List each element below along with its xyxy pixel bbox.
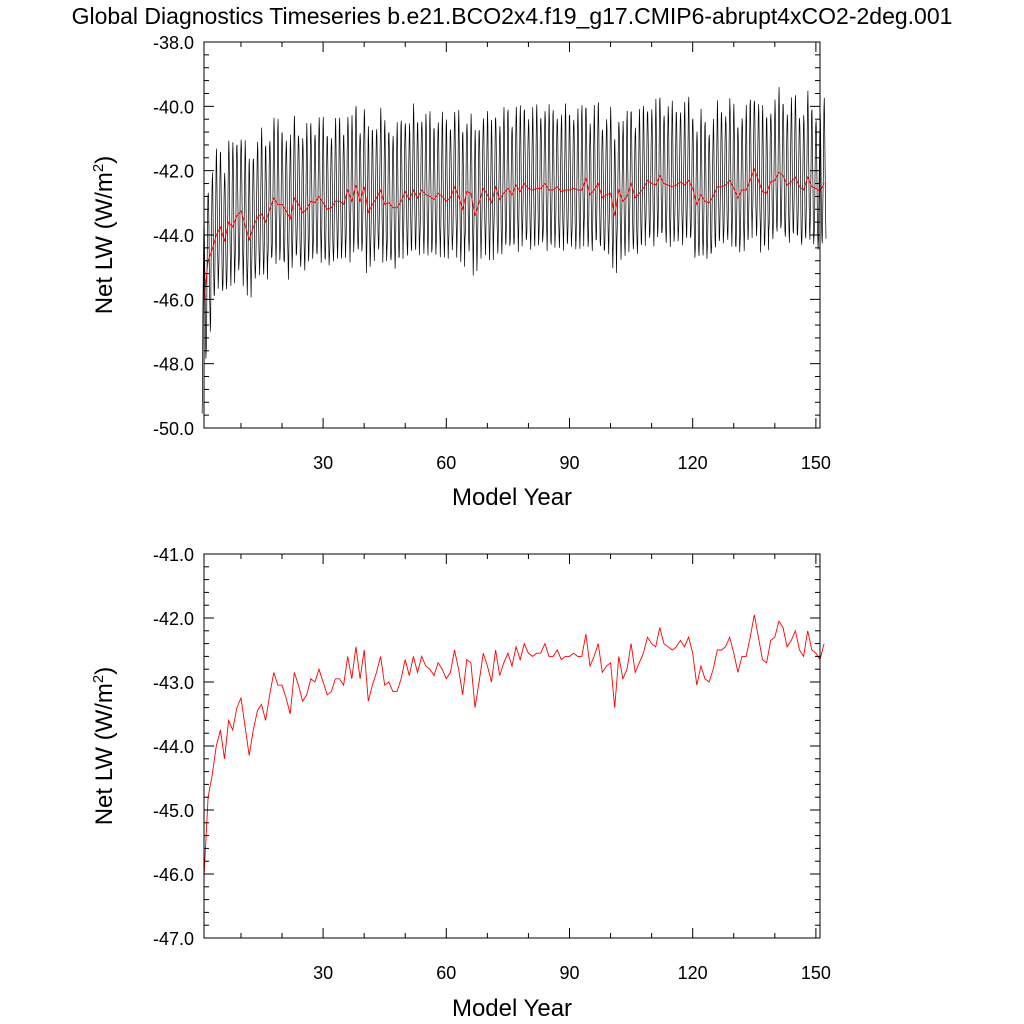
top-ytick-label: -40.0	[153, 97, 194, 117]
bottom-ytick-label: -42.0	[153, 609, 194, 629]
top-x-ticks: 30 60 90 120 150	[240, 42, 831, 473]
top-xtick-label: 60	[436, 453, 456, 473]
top-monthly-series	[201, 87, 827, 414]
top-y-axis-label-close: )	[91, 156, 118, 164]
bottom-ytick-label: -44.0	[153, 737, 194, 757]
top-y-ticks: -50.0 -48.0 -46.0 -44.0 -42.0 -40.0 -38.0	[153, 33, 820, 439]
top-y-axis-label: Net LW (W/m2)	[90, 156, 118, 315]
top-annual-mean-line	[203, 167, 825, 301]
top-y-axis-label-sup: 2	[90, 164, 107, 172]
top-ytick-label: -50.0	[153, 419, 194, 439]
bottom-y-axis-label-close: )	[91, 667, 118, 675]
figure-title: Global Diagnostics Timeseries b.e21.BCO2…	[72, 3, 953, 29]
bottom-x-axis-label: Model Year	[452, 995, 572, 1022]
bottom-ytick-label: -43.0	[153, 673, 194, 693]
top-annual-series	[203, 167, 825, 301]
bottom-y-axis-label-sup: 2	[90, 675, 107, 683]
top-panel: -50.0 -48.0 -46.0 -44.0 -42.0 -40.0 -38.0 30 60…	[90, 33, 831, 511]
top-ytick-label: -48.0	[153, 355, 194, 375]
top-ytick-label: -44.0	[153, 226, 194, 246]
top-x-axis-label: Model Year	[452, 484, 572, 511]
top-xtick-label: 30	[313, 453, 333, 473]
bottom-ytick-label: -47.0	[153, 929, 194, 949]
bottom-xtick-label: 90	[559, 963, 579, 983]
bottom-y-axis-label-main: Net LW (W/m	[91, 683, 118, 825]
bottom-ytick-label: -45.0	[153, 801, 194, 821]
bottom-panel: -47.0 -46.0 -45.0 -44.0 -43.0 -42.0 -41.0 30 60…	[90, 545, 831, 1022]
top-ytick-label: -38.0	[153, 33, 194, 53]
bottom-plot-frame	[203, 553, 821, 939]
top-y-axis-label-main: Net LW (W/m	[91, 172, 118, 314]
bottom-xtick-label: 30	[313, 963, 333, 983]
bottom-ytick-label: -41.0	[153, 545, 194, 565]
bottom-y-ticks: -47.0 -46.0 -45.0 -44.0 -43.0 -42.0 -41.0	[153, 545, 820, 949]
top-monthly-line	[201, 87, 827, 414]
bottom-y-axis-label: Net LW (W/m2)	[90, 667, 118, 826]
bottom-annual-series	[203, 614, 825, 878]
top-xtick-label: 90	[559, 453, 579, 473]
top-ytick-label: -42.0	[153, 162, 194, 182]
top-xtick-label: 120	[678, 453, 708, 473]
bottom-x-ticks: 30 60 90 120 150	[240, 554, 831, 983]
bottom-annual-mean-line	[203, 614, 825, 878]
top-ytick-label: -46.0	[153, 290, 194, 310]
bottom-xtick-label: 60	[436, 963, 456, 983]
bottom-xtick-label: 120	[678, 963, 708, 983]
top-xtick-label: 150	[801, 453, 831, 473]
bottom-ytick-label: -46.0	[153, 865, 194, 885]
bottom-xtick-label: 150	[801, 963, 831, 983]
